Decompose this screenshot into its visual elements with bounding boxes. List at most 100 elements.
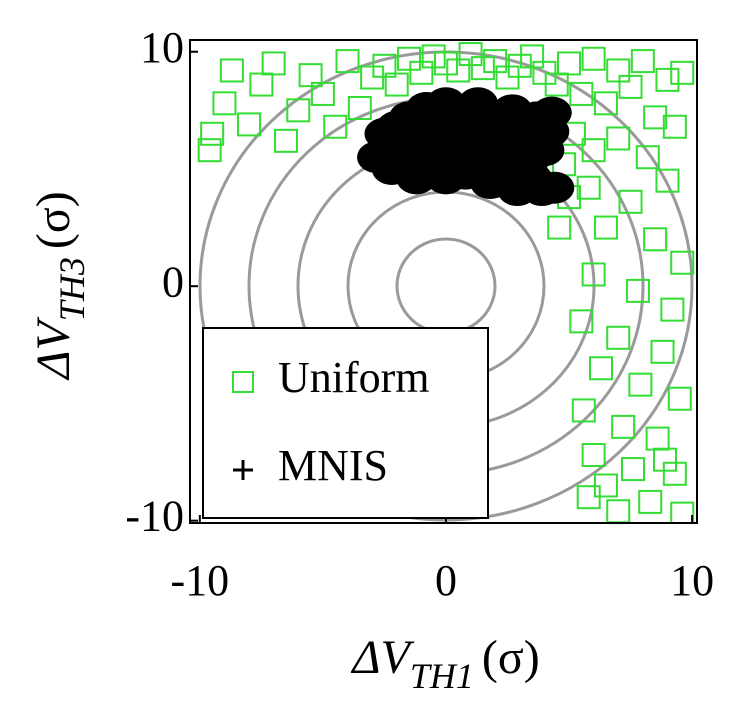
- plot-frame: [189, 39, 698, 524]
- y-tick-label: 0: [162, 257, 184, 306]
- legend-box: [202, 327, 489, 519]
- square-marker: [593, 91, 618, 116]
- square-marker: [286, 98, 311, 123]
- x-tick-label: 0: [435, 556, 457, 605]
- square-marker: [581, 138, 606, 163]
- x-label-sub: TH1: [410, 656, 474, 696]
- square-marker: [606, 58, 631, 83]
- square-marker: [662, 114, 687, 139]
- y-axis-label: ΔVTH3 (σ): [27, 191, 92, 380]
- y-tick-label: -10: [125, 492, 184, 541]
- square-marker: [569, 309, 594, 334]
- legend-entry: Uniform: [232, 353, 430, 402]
- square-marker: [232, 371, 254, 393]
- square-marker: [310, 81, 335, 106]
- marks: [197, 42, 695, 523]
- square-marker: [557, 51, 582, 76]
- y-label-sub: TH3: [52, 257, 92, 321]
- square-marker: [470, 56, 495, 81]
- square-marker: [237, 112, 262, 137]
- series: [197, 42, 695, 523]
- square-marker: [347, 95, 372, 120]
- plus-marker: [468, 94, 487, 113]
- plus-marker: [461, 122, 480, 141]
- square-marker: [653, 447, 678, 472]
- square-marker: [323, 114, 348, 139]
- x-label-main: ΔV: [350, 631, 414, 684]
- square-marker: [618, 189, 643, 214]
- y-tick-label: 10: [140, 23, 184, 72]
- square-marker: [660, 297, 685, 322]
- square-marker: [670, 60, 695, 85]
- plus-marker: [520, 150, 539, 169]
- y-label-unit: (σ): [27, 191, 80, 249]
- square-marker: [335, 49, 360, 74]
- plus-marker: [392, 136, 411, 155]
- square-marker: [655, 67, 680, 92]
- legend-label: Uniform: [278, 353, 430, 402]
- square-marker: [606, 126, 631, 151]
- plus-marker: [432, 138, 451, 157]
- square-marker: [655, 168, 680, 193]
- square-marker: [576, 175, 601, 200]
- square-marker: [611, 414, 636, 439]
- x-axis-label: ΔVTH1 (σ): [350, 631, 539, 696]
- square-marker: [197, 138, 222, 163]
- square-marker: [421, 44, 446, 69]
- square-marker: [200, 121, 225, 146]
- square-marker: [219, 58, 244, 83]
- square-marker: [589, 356, 614, 381]
- square-marker: [458, 42, 483, 67]
- x-tick-label: 10: [670, 556, 714, 605]
- square-marker: [547, 215, 572, 240]
- square-marker: [446, 58, 471, 83]
- square-marker: [298, 63, 323, 88]
- square-marker: [670, 501, 695, 523]
- square-marker: [571, 398, 596, 423]
- square-marker: [569, 81, 594, 106]
- plus-marker: [542, 103, 561, 122]
- series: [357, 87, 575, 207]
- square-marker: [249, 72, 274, 97]
- square-marker: [625, 278, 650, 303]
- legend-entry: MNIS: [233, 441, 388, 490]
- legend-label: MNIS: [278, 441, 388, 490]
- square-marker: [261, 51, 286, 76]
- square-marker: [650, 339, 675, 364]
- plus-marker: [508, 181, 527, 200]
- square-marker: [483, 49, 508, 74]
- square-marker: [581, 262, 606, 287]
- legend: Uniform MNIS: [202, 327, 489, 519]
- square-marker: [643, 227, 668, 252]
- square-marker: [507, 53, 532, 78]
- square-marker: [593, 473, 618, 498]
- square-marker: [662, 461, 687, 486]
- square-marker: [606, 325, 631, 350]
- square-marker: [212, 91, 237, 116]
- square-marker: [384, 72, 409, 97]
- square-marker: [618, 74, 643, 99]
- square-marker: [433, 51, 458, 76]
- x-label-unit: (σ): [482, 631, 540, 684]
- square-marker: [667, 386, 692, 411]
- square-marker: [520, 44, 545, 69]
- square-marker: [273, 128, 298, 153]
- square-marker: [635, 145, 660, 170]
- square-marker: [638, 489, 663, 514]
- plus-marker: [407, 169, 426, 188]
- square-marker: [581, 443, 606, 468]
- square-marker: [621, 457, 646, 482]
- square-marker: [643, 105, 668, 130]
- plus-marker: [466, 159, 485, 178]
- square-marker: [397, 46, 422, 71]
- square-marker: [372, 53, 397, 78]
- plus-marker: [233, 460, 253, 480]
- square-marker: [630, 49, 655, 74]
- square-marker: [581, 46, 606, 71]
- square-marker: [628, 372, 653, 397]
- x-tick-label: -10: [171, 556, 230, 605]
- y-label-main: ΔV: [27, 317, 80, 381]
- square-marker: [409, 60, 434, 85]
